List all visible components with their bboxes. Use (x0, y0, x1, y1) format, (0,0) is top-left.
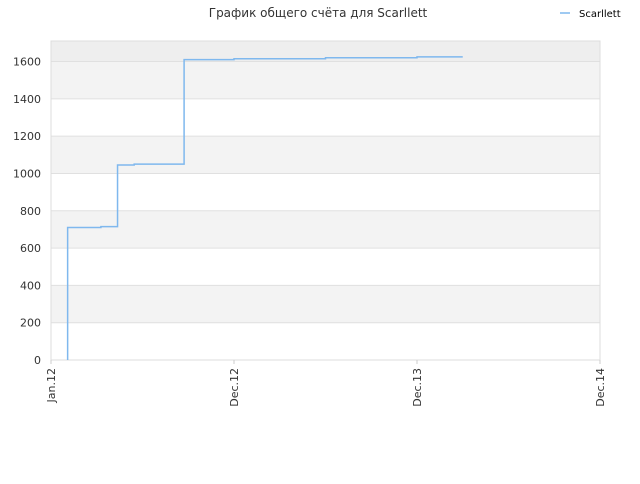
band (51, 210, 600, 249)
series-line (66, 56, 463, 360)
band (51, 322, 600, 360)
band (51, 248, 600, 286)
y-tick-label: 1400 (13, 93, 41, 106)
band (51, 61, 600, 99)
y-tick-label: 0 (34, 354, 41, 367)
band (51, 173, 600, 211)
y-tick-label: 400 (20, 279, 41, 292)
plot-border (50, 40, 601, 361)
x-tick-label: Dec.14 (594, 368, 607, 407)
chart-title: График общего счёта для Scarllett (209, 6, 428, 20)
x-tick-label: Dec.12 (228, 368, 241, 407)
y-tick-label: 800 (20, 205, 41, 218)
y-tick-label: 200 (20, 317, 41, 330)
band (51, 285, 600, 323)
y-tick-label: 1000 (13, 167, 41, 180)
x-tick-label: Dec.13 (411, 368, 424, 407)
y-tick-label: 1600 (13, 56, 41, 69)
band (51, 136, 600, 174)
legend-label: Scarllett (579, 9, 621, 20)
y-tick-label: 1200 (13, 130, 41, 143)
band (51, 98, 600, 137)
y-tick-label: 600 (20, 242, 41, 255)
x-tick-label: Jan.12 (45, 368, 58, 403)
